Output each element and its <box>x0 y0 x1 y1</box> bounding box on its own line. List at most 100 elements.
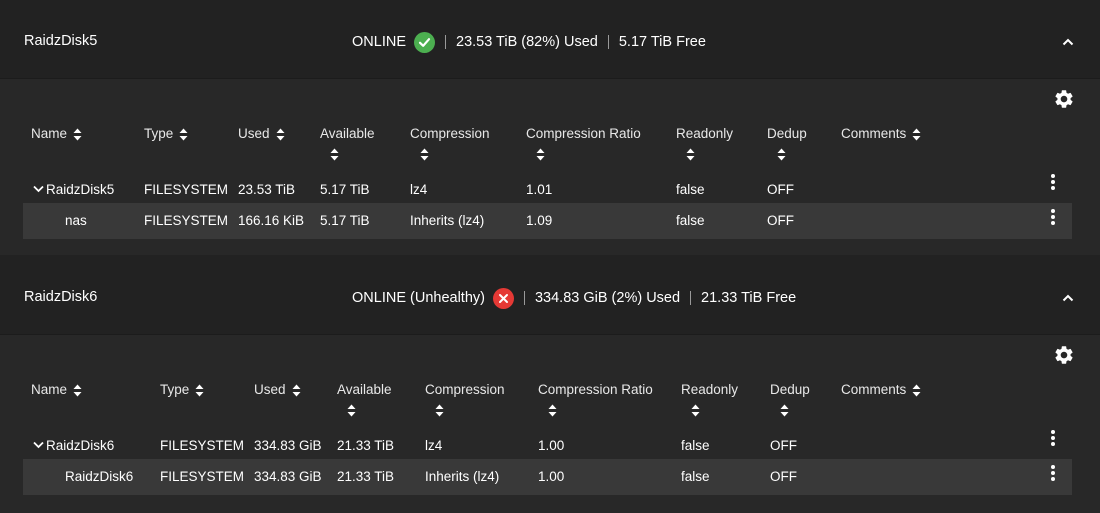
cell-compression-ratio: 1.00 <box>538 438 565 453</box>
check-circle-icon <box>414 31 435 53</box>
cell-readonly: false <box>676 213 705 228</box>
sort-icon[interactable] <box>347 404 356 417</box>
pool-name: RaidzDisk5 <box>24 33 98 49</box>
cell-dedup: OFF <box>767 182 794 197</box>
chevron-down-icon[interactable] <box>33 441 44 449</box>
cell-dedup: OFF <box>770 469 797 484</box>
sort-icon[interactable] <box>536 148 545 161</box>
column-header-used[interactable]: Used <box>254 382 301 397</box>
column-header-available[interactable]: Available <box>337 382 392 417</box>
more-vert-icon[interactable] <box>1050 209 1056 227</box>
column-header-type[interactable]: Type <box>144 126 188 141</box>
error-circle-icon <box>492 287 514 309</box>
table-row[interactable]: RaidzDisk5 FILESYSTEM 23.53 TiB 5.17 TiB… <box>23 172 1072 208</box>
sort-icon[interactable] <box>912 384 921 397</box>
chevron-up-icon[interactable] <box>1062 37 1074 47</box>
cell-dedup: OFF <box>770 438 797 453</box>
sort-icon[interactable] <box>420 148 429 161</box>
cell-readonly: false <box>681 438 710 453</box>
column-header-comments[interactable]: Comments <box>841 382 921 397</box>
column-header-readonly[interactable]: Readonly <box>676 126 733 161</box>
cell-type: FILESYSTEM <box>160 469 245 484</box>
more-vert-icon[interactable] <box>1050 465 1056 483</box>
cell-type: FILESYSTEM <box>144 213 229 228</box>
cell-used: 334.83 GiB <box>254 438 322 453</box>
sort-icon[interactable] <box>179 128 188 141</box>
pool-header[interactable]: RaidzDisk5 ONLINE 23.53 TiB (82%) Used 5… <box>0 0 1100 79</box>
cell-name: RaidzDisk5 <box>33 182 114 197</box>
pool-status: ONLINE (Unhealthy) 334.83 GiB (2%) Used … <box>352 287 796 309</box>
pool-used-text: 334.83 GiB (2%) Used <box>534 290 681 306</box>
cell-dedup: OFF <box>767 213 794 228</box>
sort-icon[interactable] <box>691 404 700 417</box>
column-header-compression-ratio[interactable]: Compression Ratio <box>526 126 641 161</box>
cell-name: nas <box>65 213 87 228</box>
gear-icon[interactable] <box>1053 88 1075 110</box>
sort-icon[interactable] <box>330 148 339 161</box>
sort-icon[interactable] <box>73 384 82 397</box>
column-header-readonly[interactable]: Readonly <box>681 382 738 417</box>
column-header-compression[interactable]: Compression <box>410 126 490 161</box>
more-vert-icon[interactable] <box>1050 430 1056 448</box>
divider <box>445 35 446 49</box>
pool-name: RaidzDisk6 <box>24 289 98 305</box>
cell-used: 166.16 KiB <box>238 213 305 228</box>
column-header-used[interactable]: Used <box>238 126 285 141</box>
column-header-name[interactable]: Name <box>31 382 82 397</box>
divider <box>690 291 692 305</box>
cell-readonly: false <box>681 469 710 484</box>
sort-icon[interactable] <box>548 404 557 417</box>
pool-header[interactable]: RaidzDisk6 ONLINE (Unhealthy) 334.83 GiB… <box>0 256 1100 335</box>
sort-icon[interactable] <box>435 404 444 417</box>
pool-free-text: 21.33 TiB Free <box>701 290 797 306</box>
cell-type: FILESYSTEM <box>160 438 245 453</box>
chevron-down-icon[interactable] <box>33 185 44 193</box>
cell-compression-ratio: 1.09 <box>526 213 553 228</box>
pool-status: ONLINE 23.53 TiB (82%) Used 5.17 TiB Fre… <box>352 31 706 53</box>
chevron-up-icon[interactable] <box>1062 293 1074 303</box>
pool-free-text: 5.17 TiB Free <box>618 34 706 50</box>
cell-used: 23.53 TiB <box>238 182 296 197</box>
pool-status-text: ONLINE (Unhealthy) <box>352 290 485 306</box>
sort-icon[interactable] <box>195 384 204 397</box>
column-header-available[interactable]: Available <box>320 126 375 161</box>
column-header-type[interactable]: Type <box>160 382 204 397</box>
pool-card: RaidzDisk6 ONLINE (Unhealthy) 334.83 GiB… <box>0 256 1100 513</box>
pool-card: RaidzDisk5 ONLINE 23.53 TiB (82%) Used 5… <box>0 0 1100 255</box>
dataset-table: Name Type Used Available Compression Com… <box>0 79 1100 255</box>
table-row[interactable]: RaidzDisk6 FILESYSTEM 334.83 GiB 21.33 T… <box>23 428 1072 464</box>
pool-status-text: ONLINE <box>352 34 406 50</box>
column-header-dedup[interactable]: Dedup <box>770 382 810 417</box>
divider <box>607 35 609 49</box>
sort-icon[interactable] <box>912 128 921 141</box>
sort-icon[interactable] <box>292 384 301 397</box>
sort-icon[interactable] <box>276 128 285 141</box>
column-header-compression[interactable]: Compression <box>425 382 505 417</box>
cell-compression-ratio: 1.01 <box>526 182 553 197</box>
dataset-table: Name Type Used Available Compression Com… <box>0 335 1100 511</box>
cell-readonly: false <box>676 182 705 197</box>
cell-available: 5.17 TiB <box>320 213 370 228</box>
column-header-dedup[interactable]: Dedup <box>767 126 807 161</box>
cell-available: 21.33 TiB <box>337 438 395 453</box>
column-header-comments[interactable]: Comments <box>841 126 921 141</box>
gear-icon[interactable] <box>1053 344 1075 366</box>
cell-compression: lz4 <box>425 438 443 453</box>
cell-available: 5.17 TiB <box>320 182 370 197</box>
divider <box>523 291 525 305</box>
table-row[interactable]: RaidzDisk6 FILESYSTEM 334.83 GiB 21.33 T… <box>23 459 1072 495</box>
column-header-compression-ratio[interactable]: Compression Ratio <box>538 382 653 417</box>
sort-icon[interactable] <box>73 128 82 141</box>
sort-icon[interactable] <box>780 404 789 417</box>
cell-compression-ratio: 1.00 <box>538 469 565 484</box>
cell-compression: Inherits (lz4) <box>410 213 485 228</box>
pool-used-text: 23.53 TiB (82%) Used <box>456 34 598 50</box>
more-vert-icon[interactable] <box>1050 174 1056 192</box>
table-row[interactable]: nas FILESYSTEM 166.16 KiB 5.17 TiB Inher… <box>23 203 1072 239</box>
column-header-name[interactable]: Name <box>31 126 82 141</box>
cell-compression: lz4 <box>410 182 428 197</box>
cell-used: 334.83 GiB <box>254 469 322 484</box>
sort-icon[interactable] <box>777 148 786 161</box>
cell-compression: Inherits (lz4) <box>425 469 500 484</box>
sort-icon[interactable] <box>686 148 695 161</box>
